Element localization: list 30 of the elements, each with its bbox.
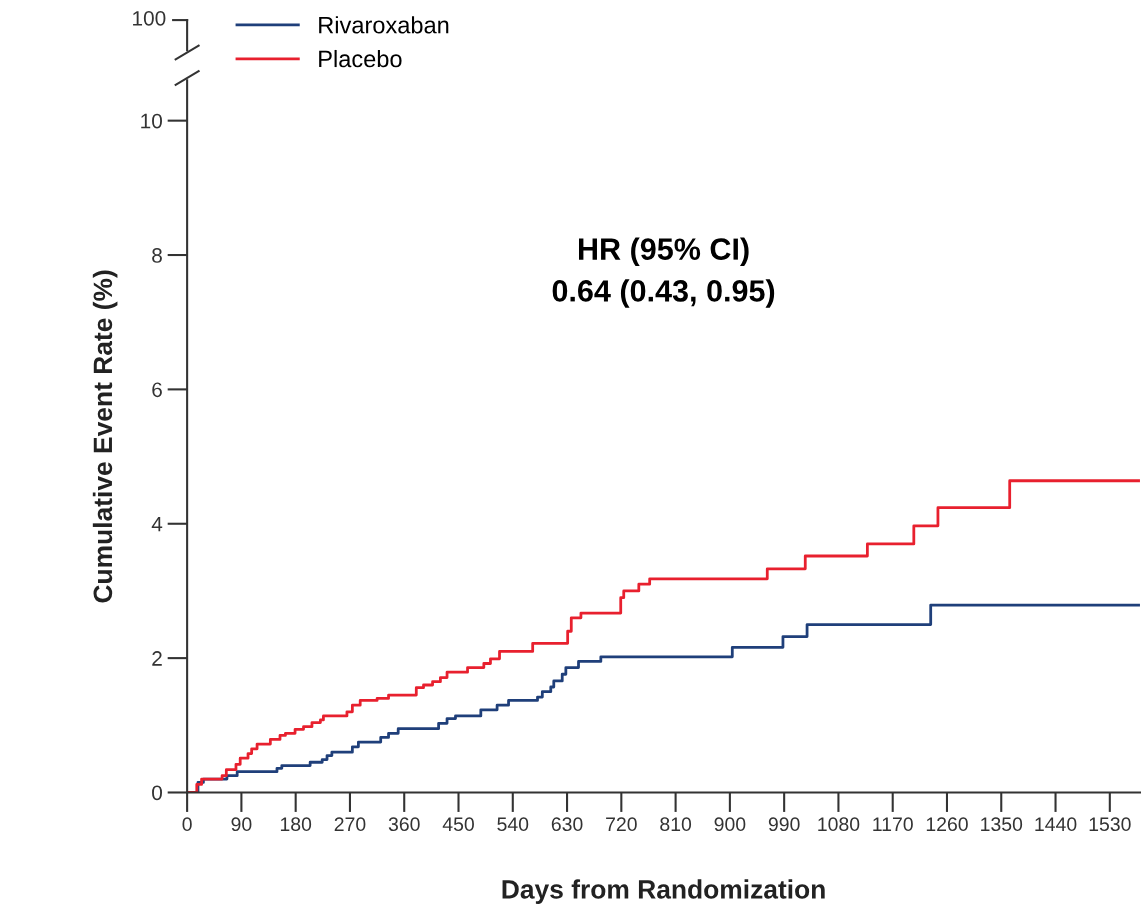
x-tick-label: 180 (280, 817, 312, 832)
x-tick-label: 0 (182, 817, 192, 832)
y-tick-label: 0 (152, 785, 162, 801)
x-tick-label: 630 (551, 817, 583, 832)
y-tick-label: 10 (141, 113, 163, 129)
annotation: HR (95% CI) 0.64 (0.43, 0.95) (552, 237, 775, 308)
x-tick-label: 1440 (1035, 817, 1077, 832)
x-tick-label: 810 (660, 817, 692, 832)
x-tick-label: 1530 (1089, 817, 1131, 832)
y-tick-label: 8 (152, 248, 162, 263)
x-axis-title: Days from Randomization (502, 879, 825, 904)
x-tick-label: 1350 (981, 817, 1023, 832)
x-tick-label: 1080 (818, 817, 860, 832)
x-tick-label: 900 (714, 817, 746, 832)
y-tick-label: 6 (152, 382, 162, 398)
legend-label: Placebo (319, 49, 402, 68)
x-tick-label: 1260 (926, 817, 968, 832)
x-tick-label: 1170 (873, 817, 913, 832)
x-tick-label: 720 (606, 817, 637, 832)
x-tick-label: 360 (388, 817, 420, 832)
x-tick-label: 90 (231, 817, 252, 832)
x-tick-label: 270 (334, 817, 366, 832)
x-tick-label: 450 (442, 817, 474, 832)
x-tick-label: 990 (768, 817, 800, 832)
y-tick-label: 4 (151, 516, 163, 532)
y-tick-label: 2 (152, 651, 162, 666)
text: 100 (133, 10, 166, 26)
x-tick-label: 540 (497, 817, 529, 832)
y-axis-title: Cumulative Event Rate (%) (92, 270, 118, 603)
legend-label: Rivaroxaban (319, 16, 449, 34)
